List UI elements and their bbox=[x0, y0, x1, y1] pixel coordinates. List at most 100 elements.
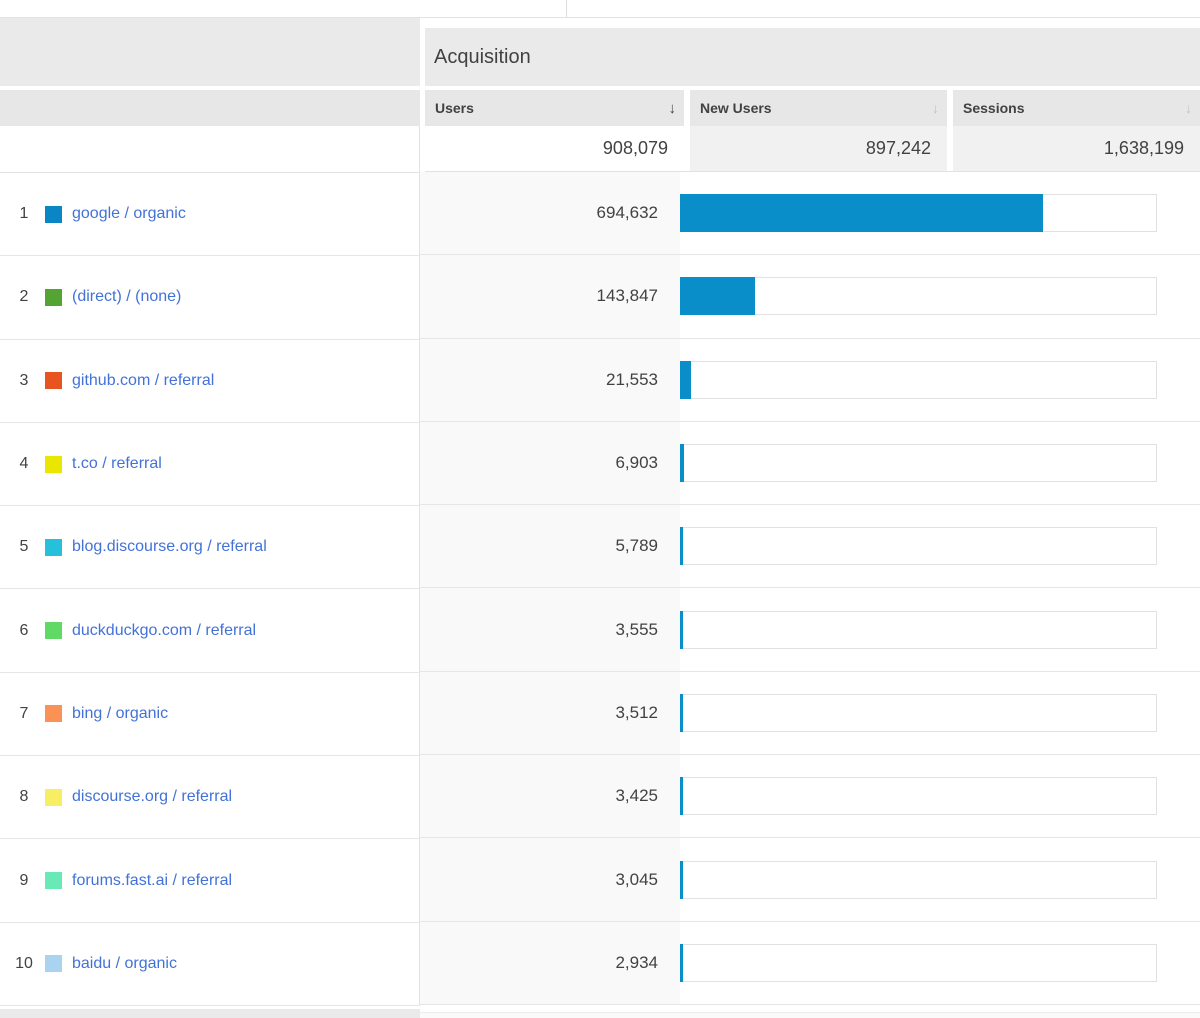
users-bar-cell bbox=[680, 172, 1200, 254]
acquisition-title: Acquisition bbox=[434, 45, 531, 68]
users-bar-fill bbox=[680, 194, 1044, 233]
users-bar-track bbox=[680, 444, 1157, 483]
row-rank: 1 bbox=[19, 205, 29, 223]
right-top-spacer bbox=[420, 18, 1200, 28]
source-link[interactable]: t.co / referral bbox=[72, 455, 162, 473]
table-row: 6 duckduckgo.com / referral bbox=[0, 589, 419, 673]
top-strip bbox=[0, 0, 1200, 18]
users-bar-cell bbox=[680, 838, 1200, 920]
bottom-divider bbox=[420, 1011, 1200, 1013]
table-row: 143,847 bbox=[420, 255, 1200, 339]
column-header-new-users[interactable]: New Users ↓ bbox=[690, 90, 947, 126]
users-bar-track bbox=[680, 360, 1157, 399]
users-bar-cell bbox=[680, 255, 1200, 337]
acquisition-banner: Acquisition bbox=[425, 28, 1200, 86]
users-value: 3,425 bbox=[420, 755, 680, 838]
users-bar-fill bbox=[680, 860, 683, 899]
users-bar-track bbox=[680, 277, 1157, 316]
column-header-users[interactable]: Users ↓ bbox=[425, 90, 684, 126]
users-bar-cell bbox=[680, 505, 1200, 587]
row-rank: 9 bbox=[19, 871, 29, 889]
source-link[interactable]: github.com / referral bbox=[72, 371, 215, 389]
series-swatch bbox=[45, 622, 62, 640]
column-header-users-label: Users bbox=[435, 100, 474, 116]
total-users: 908,079 bbox=[425, 126, 684, 171]
series-swatch bbox=[45, 955, 62, 973]
source-link[interactable]: discourse.org / referral bbox=[72, 788, 233, 806]
users-bar-track bbox=[680, 610, 1157, 649]
column-header-sessions-label: Sessions bbox=[963, 100, 1025, 116]
table-row: 694,632 bbox=[420, 172, 1200, 256]
column-header-new-users-label: New Users bbox=[700, 100, 772, 116]
source-link[interactable]: (direct) / (none) bbox=[72, 288, 182, 306]
row-rank: 7 bbox=[19, 704, 29, 722]
table-row: 21,553 bbox=[420, 338, 1200, 422]
table-row: 3 github.com / referral bbox=[0, 339, 419, 423]
table-row: 2 (direct) / (none) bbox=[0, 256, 419, 340]
users-value: 21,553 bbox=[420, 338, 680, 421]
users-bar-fill bbox=[680, 943, 683, 982]
series-swatch bbox=[45, 455, 62, 473]
table-row: 3,045 bbox=[420, 838, 1200, 922]
sort-descending-icon[interactable]: ↓ bbox=[668, 99, 677, 117]
users-bar-fill bbox=[680, 277, 756, 316]
source-rows: 1 google / organic 2 (direct) / (none) 3… bbox=[0, 173, 419, 1006]
series-swatch bbox=[45, 288, 62, 306]
users-bar-fill bbox=[680, 777, 683, 816]
table-row: 5 blog.discourse.org / referral bbox=[0, 506, 419, 590]
row-rank: 5 bbox=[19, 538, 29, 556]
users-bar-cell bbox=[680, 422, 1200, 504]
left-bottom-strip bbox=[0, 1005, 420, 1018]
table-row: 9 forums.fast.ai / referral bbox=[0, 839, 419, 923]
users-bar-fill bbox=[680, 527, 684, 566]
users-bar-track bbox=[680, 860, 1157, 899]
row-rank: 4 bbox=[19, 455, 29, 473]
table-row: 2,934 bbox=[420, 921, 1200, 1005]
users-value: 2,934 bbox=[420, 921, 680, 1004]
users-bar-track bbox=[680, 943, 1157, 982]
series-swatch bbox=[45, 538, 62, 556]
users-value: 3,512 bbox=[420, 671, 680, 755]
panel-divider bbox=[566, 0, 567, 17]
table-row: 8 discourse.org / referral bbox=[0, 756, 419, 840]
column-header-sessions[interactable]: Sessions ↓ bbox=[953, 90, 1200, 126]
source-link[interactable]: blog.discourse.org / referral bbox=[72, 538, 267, 556]
users-bar-cell bbox=[680, 339, 1200, 421]
total-sessions: 1,638,199 bbox=[953, 126, 1200, 171]
metric-rows: 694,632 143,847 21,553 6,903 bbox=[420, 172, 1200, 1005]
column-header-row: Users ↓ New Users ↓ Sessions ↓ bbox=[425, 90, 1200, 126]
right-bottom-strip bbox=[420, 1004, 1200, 1018]
users-value: 694,632 bbox=[420, 172, 680, 255]
row-rank: 6 bbox=[19, 621, 29, 639]
source-link[interactable]: forums.fast.ai / referral bbox=[72, 871, 233, 889]
source-link[interactable]: google / organic bbox=[72, 205, 186, 223]
users-bar-track bbox=[680, 194, 1157, 233]
series-swatch bbox=[45, 788, 62, 806]
table-row: 5,789 bbox=[420, 505, 1200, 589]
row-rank: 8 bbox=[19, 788, 29, 806]
source-link[interactable]: baidu / organic bbox=[72, 954, 177, 972]
banner-header-gap bbox=[0, 86, 420, 90]
series-swatch bbox=[45, 372, 62, 390]
series-swatch bbox=[45, 872, 62, 890]
users-bar-fill bbox=[680, 360, 692, 399]
users-bar-track bbox=[680, 693, 1157, 732]
bottom-fill bbox=[420, 1012, 1200, 1018]
users-bar-fill bbox=[680, 693, 683, 732]
users-bar-cell bbox=[680, 922, 1200, 1004]
left-total-cell bbox=[0, 126, 419, 173]
table-row: 3,425 bbox=[420, 755, 1200, 839]
users-value: 3,045 bbox=[420, 838, 680, 921]
table-row: 3,555 bbox=[420, 588, 1200, 672]
banner-header-gap bbox=[420, 86, 1200, 90]
table-row: 10 baidu / organic bbox=[0, 922, 419, 1006]
source-link[interactable]: bing / organic bbox=[72, 704, 169, 722]
users-bar-track bbox=[680, 777, 1157, 816]
sort-inactive-icon[interactable]: ↓ bbox=[932, 100, 939, 116]
source-link[interactable]: duckduckgo.com / referral bbox=[72, 621, 257, 639]
users-value: 6,903 bbox=[420, 421, 680, 505]
users-bar-cell bbox=[680, 672, 1200, 754]
sort-inactive-icon[interactable]: ↓ bbox=[1185, 100, 1192, 116]
row-rank: 3 bbox=[19, 371, 29, 389]
